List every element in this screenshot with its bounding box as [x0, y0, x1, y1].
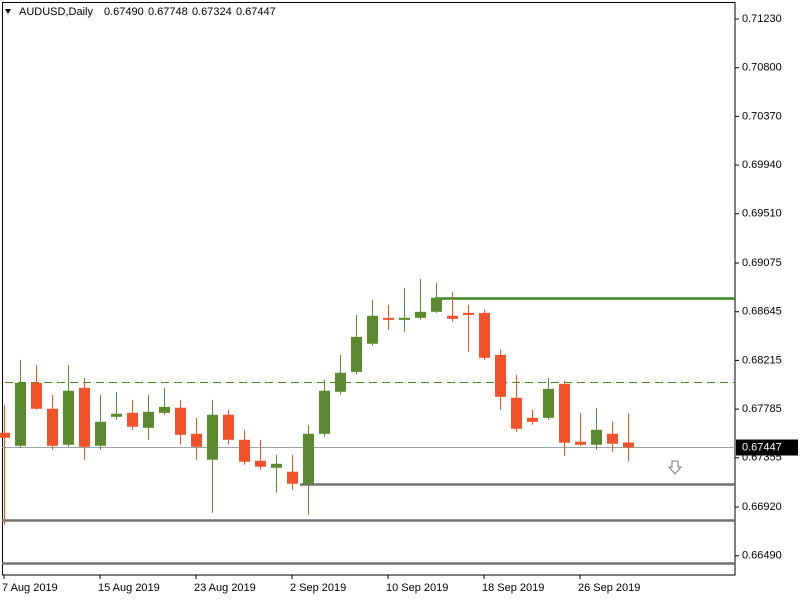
- x-tick-label: 2 Sep 2019: [290, 582, 346, 594]
- header-arrow: [5, 9, 11, 14]
- x-tick-label: 23 Aug 2019: [194, 582, 256, 594]
- candle-body: [191, 433, 202, 447]
- y-tick-label: 0.66920: [742, 501, 782, 513]
- candle-body: [367, 315, 378, 344]
- x-tick-label: 10 Sep 2019: [386, 582, 448, 594]
- header-low: 0.67324: [192, 6, 232, 18]
- candle-body: [543, 388, 554, 418]
- y-tick-label: 0.69940: [742, 159, 782, 171]
- header-open: 0.67490: [104, 6, 144, 18]
- x-tick-label: 15 Aug 2019: [98, 582, 160, 594]
- candle-body: [383, 317, 394, 320]
- candle-body: [463, 312, 474, 315]
- candle-body: [207, 414, 218, 460]
- candle-body: [79, 387, 90, 447]
- candle-body: [559, 383, 570, 443]
- candle-body: [143, 411, 154, 428]
- candle-body: [239, 439, 250, 462]
- header-high: 0.67748: [148, 6, 188, 18]
- x-tick-label: 26 Sep 2019: [578, 582, 640, 594]
- candle-body: [335, 372, 346, 392]
- candle-body: [271, 463, 282, 468]
- candle-body: [415, 311, 426, 318]
- price-tag: [736, 439, 798, 456]
- candle-body: [623, 442, 634, 448]
- y-tick-label: 0.70370: [742, 110, 782, 122]
- candle-body: [0, 432, 10, 438]
- candle-body: [511, 397, 522, 429]
- y-tick-label: 0.66490: [742, 550, 782, 562]
- candle-body: [607, 433, 618, 444]
- candle-body: [495, 354, 506, 397]
- plot-frame: [2, 2, 736, 576]
- price-tag-label: 0.67447: [742, 441, 782, 453]
- candle-body: [223, 414, 234, 440]
- x-tick-label: 18 Sep 2019: [482, 582, 544, 594]
- candle-body: [319, 390, 330, 434]
- candle-body: [175, 407, 186, 435]
- candle-body: [159, 406, 170, 413]
- candle-body: [95, 421, 106, 446]
- y-tick-label: 0.69075: [742, 257, 782, 269]
- candle-body: [47, 408, 58, 446]
- candle-body: [255, 460, 266, 467]
- chart-title: AUDUSD,Daily: [19, 6, 93, 18]
- candle-body: [447, 315, 458, 319]
- x-tick-label: 7 Aug 2019: [2, 582, 58, 594]
- candle-body: [351, 336, 362, 372]
- candle-body: [575, 441, 586, 445]
- candle-body: [431, 297, 442, 312]
- candle-body: [111, 413, 122, 417]
- candle-body: [303, 433, 314, 484]
- candle-body: [15, 382, 26, 446]
- y-tick-label: 0.70800: [742, 62, 782, 74]
- candle-body: [63, 390, 74, 445]
- candle-body: [399, 317, 410, 320]
- candle-body: [287, 471, 298, 484]
- y-tick-label: 0.68215: [742, 354, 782, 366]
- candle-body: [31, 382, 42, 409]
- candle-body: [591, 429, 602, 445]
- candle-body: [479, 312, 490, 358]
- candle-body: [527, 417, 538, 422]
- candle-body: [127, 412, 138, 427]
- sell-arrow-icon: [667, 460, 683, 475]
- header-close: 0.67447: [236, 6, 276, 18]
- y-tick-label: 0.71230: [742, 13, 782, 25]
- y-tick-label: 0.69510: [742, 208, 782, 220]
- y-tick-label: 0.67785: [742, 403, 782, 415]
- y-tick-label: 0.68645: [742, 306, 782, 318]
